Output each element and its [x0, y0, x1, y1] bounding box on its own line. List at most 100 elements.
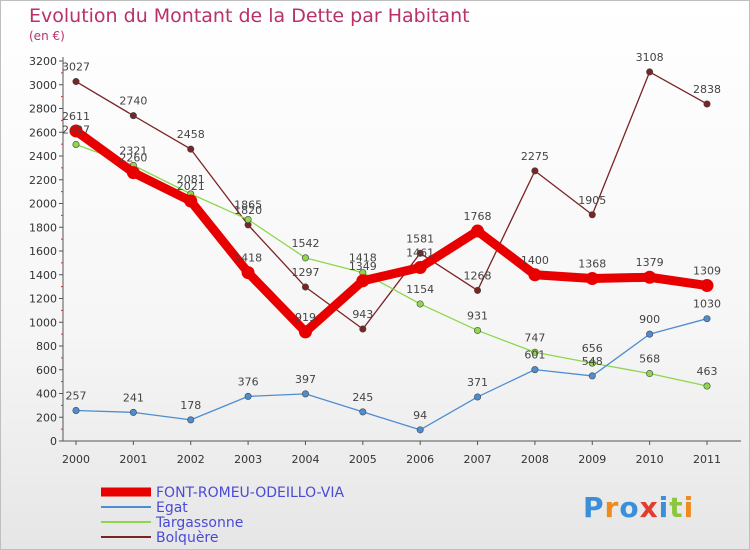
- series-line-font-romeu-odeillo-via: [71, 126, 712, 337]
- legend-label-bolquere: Bolquère: [156, 530, 219, 546]
- data-label-bolquere: 3108: [636, 51, 664, 64]
- data-point-targassonne: [301, 254, 309, 262]
- data-label-bolquere: 2740: [119, 95, 147, 108]
- data-point-bolquere: [187, 145, 195, 153]
- x-tick-label: 2008: [521, 453, 549, 466]
- data-point-targassonne: [72, 140, 80, 148]
- data-label-font-romeu-odeillo-via: 2611: [62, 110, 90, 123]
- data-label-bolquere: 2458: [177, 128, 205, 141]
- logo-letter: o: [619, 491, 640, 524]
- data-label-font-romeu-odeillo-via: 2260: [119, 152, 147, 165]
- data-point-bolquere: [474, 286, 482, 294]
- data-point-font-romeu-odeillo-via: [585, 272, 599, 286]
- data-label-bolquere: 1581: [406, 232, 434, 245]
- data-label-bolquere: 1297: [291, 266, 319, 279]
- data-label-font-romeu-odeillo-via: 1461: [406, 247, 434, 260]
- data-label-egat: 245: [352, 391, 373, 404]
- series-line-targassonne: [75, 143, 708, 387]
- data-point-bolquere: [359, 325, 367, 333]
- data-label-targassonne: 2497: [62, 123, 90, 136]
- data-label-egat: 241: [123, 391, 144, 404]
- logo-letter: x: [639, 491, 659, 524]
- data-point-font-romeu-odeillo-via: [241, 266, 255, 280]
- data-point-font-romeu-odeillo-via: [126, 166, 140, 180]
- data-point-bolquere: [531, 167, 539, 175]
- data-point-egat: [646, 330, 654, 338]
- logo-letter: t: [669, 491, 684, 524]
- y-tick-label: 2400: [29, 150, 57, 163]
- y-tick-label: 200: [36, 411, 57, 424]
- data-label-font-romeu-odeillo-via: 1400: [521, 254, 549, 267]
- data-point-egat: [187, 416, 195, 424]
- data-label-font-romeu-odeillo-via: 1368: [578, 258, 606, 271]
- x-tick-label: 2005: [349, 453, 377, 466]
- y-tick-label: 3000: [29, 79, 57, 92]
- data-point-bolquere: [588, 211, 596, 219]
- data-label-targassonne: 1418: [349, 252, 377, 265]
- data-point-egat: [244, 392, 252, 400]
- data-label-bolquere: 1268: [464, 269, 492, 282]
- data-point-targassonne: [531, 348, 539, 356]
- y-tick-label: 3200: [29, 55, 57, 68]
- data-label-bolquere: 2838: [693, 83, 721, 96]
- data-point-font-romeu-odeillo-via: [471, 224, 485, 238]
- y-tick-label: 400: [36, 388, 57, 401]
- data-point-egat: [474, 393, 482, 401]
- data-point-font-romeu-odeillo-via: [184, 194, 198, 208]
- x-tick-label: 2010: [636, 453, 664, 466]
- data-point-bolquere: [703, 100, 711, 108]
- data-point-targassonne: [646, 370, 654, 378]
- x-tick-label: 2000: [62, 453, 90, 466]
- data-label-egat: 900: [639, 313, 660, 326]
- proxiti-logo: Proxiti: [583, 491, 694, 524]
- logo-letter: i: [658, 491, 670, 524]
- data-point-font-romeu-odeillo-via: [298, 325, 312, 339]
- data-label-targassonne: 2081: [177, 173, 205, 186]
- data-label-font-romeu-odeillo-via: 1309: [693, 265, 721, 278]
- y-tick-label: 600: [36, 364, 57, 377]
- y-tick-label: 1200: [29, 293, 57, 306]
- data-point-font-romeu-odeillo-via: [528, 268, 542, 282]
- legend-label-font-romeu-odeillo-via: FONT-ROMEU-ODEILLO-VIA: [156, 485, 344, 501]
- data-label-egat: 601: [524, 349, 545, 362]
- x-tick-label: 2001: [119, 453, 147, 466]
- data-label-bolquere: 943: [352, 308, 373, 321]
- data-label-egat: 178: [180, 399, 201, 412]
- x-tick-label: 2011: [693, 453, 721, 466]
- data-label-font-romeu-odeillo-via: 1418: [234, 252, 262, 265]
- data-point-font-romeu-odeillo-via: [643, 270, 657, 284]
- data-point-font-romeu-odeillo-via: [413, 261, 427, 275]
- data-point-targassonne: [244, 216, 252, 224]
- logo-letter: i: [683, 491, 695, 524]
- data-point-font-romeu-odeillo-via: [356, 274, 370, 288]
- series-line-bolquere: [75, 71, 708, 330]
- data-label-targassonne: 931: [467, 309, 488, 322]
- data-label-font-romeu-odeillo-via: 1379: [636, 256, 664, 269]
- data-point-targassonne: [474, 326, 482, 334]
- x-tick-label: 2006: [406, 453, 434, 466]
- data-label-targassonne: 1154: [406, 283, 434, 296]
- data-label-bolquere: 1820: [234, 204, 262, 217]
- data-point-bolquere: [301, 283, 309, 291]
- logo-letter: P: [583, 491, 605, 524]
- data-point-egat: [72, 406, 80, 414]
- data-label-targassonne: 656: [582, 342, 603, 355]
- y-tick-label: 2000: [29, 198, 57, 211]
- data-label-font-romeu-odeillo-via: 1349: [349, 260, 377, 273]
- data-label-egat: 371: [467, 376, 488, 389]
- data-label-targassonne: 463: [697, 365, 718, 378]
- chart-title: Evolution du Montant de la Dette par Hab…: [29, 5, 470, 27]
- data-label-egat: 257: [66, 389, 87, 402]
- y-tick-label: 2200: [29, 174, 57, 187]
- chart-subtitle: (en €): [29, 29, 65, 43]
- data-point-targassonne: [588, 359, 596, 367]
- x-tick-label: 2003: [234, 453, 262, 466]
- data-point-font-romeu-odeillo-via: [69, 124, 83, 138]
- data-label-bolquere: 2275: [521, 150, 549, 163]
- y-tick-label: 2800: [29, 103, 57, 116]
- data-point-egat: [703, 315, 711, 323]
- data-label-egat: 1030: [693, 298, 721, 311]
- x-tick-label: 2004: [291, 453, 319, 466]
